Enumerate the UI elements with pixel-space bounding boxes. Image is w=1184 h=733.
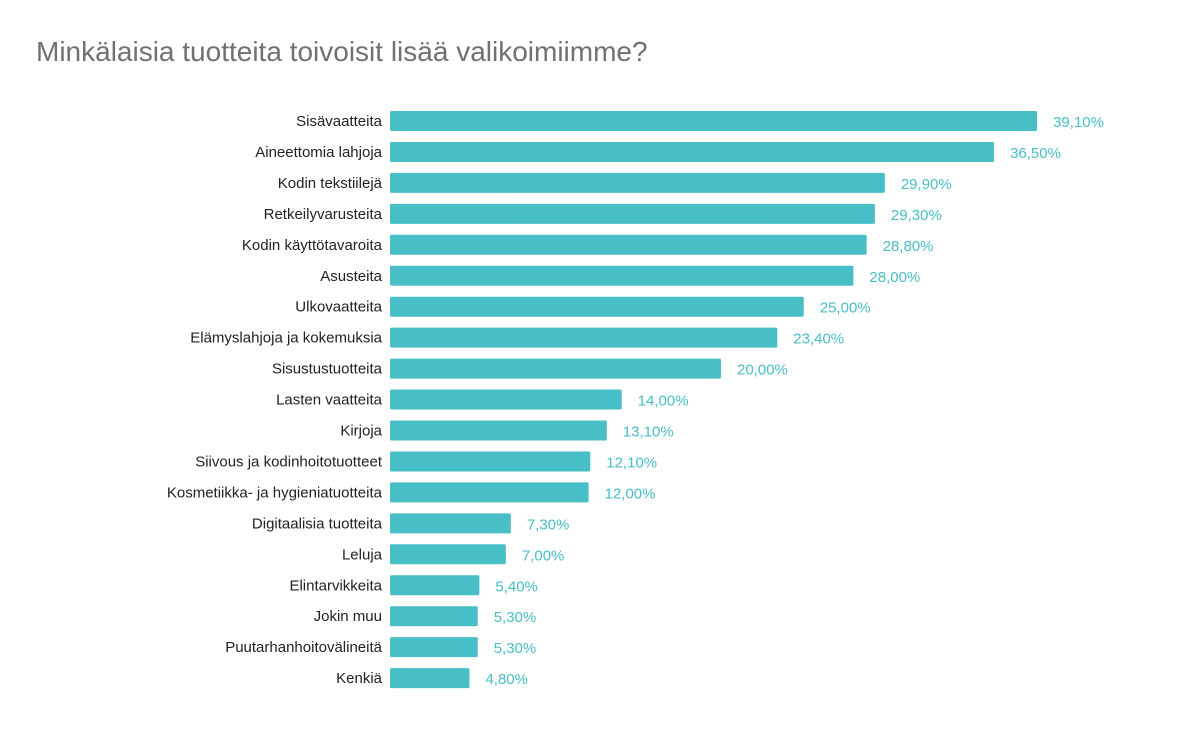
bar bbox=[390, 668, 470, 689]
bars bbox=[390, 111, 1038, 689]
data-label: 29,90% bbox=[901, 176, 952, 193]
bar bbox=[390, 141, 995, 162]
bar bbox=[390, 296, 804, 317]
category-label: Kodin tekstiilejä bbox=[278, 175, 383, 192]
bar bbox=[390, 358, 721, 379]
data-label: 13,10% bbox=[623, 424, 674, 441]
value-labels: 39,10% 36,50% 29,90% 29,30% 28,80% 28,00% 25,0… bbox=[485, 114, 1104, 688]
data-label: 4,80% bbox=[485, 671, 528, 688]
data-label: 12,00% bbox=[605, 485, 656, 502]
category-labels: Sisävaatteita Aineettomia lahjoja Kodin te… bbox=[167, 113, 383, 687]
category-label: Puutarhanhoitovälineitä bbox=[225, 639, 382, 656]
bar bbox=[390, 111, 1038, 131]
bar bbox=[390, 172, 885, 193]
category-label: Leluja bbox=[342, 546, 383, 563]
category-label: Elintarvikkeita bbox=[289, 577, 382, 594]
data-label: 39,10% bbox=[1053, 114, 1104, 131]
category-label: Kosmetiikka- ja hygieniatuotteita bbox=[167, 484, 383, 501]
category-label: Retkeilyvarusteita bbox=[264, 206, 383, 223]
bar bbox=[390, 513, 511, 534]
category-label: Ulkovaatteita bbox=[295, 299, 382, 316]
bar bbox=[390, 234, 867, 255]
data-label: 28,00% bbox=[869, 269, 920, 286]
data-label: 14,00% bbox=[638, 393, 689, 410]
category-label: Asusteita bbox=[320, 268, 382, 285]
category-label: Siivous ja kodinhoitotuotteet bbox=[195, 453, 383, 470]
data-label: 5,30% bbox=[494, 640, 537, 657]
category-label: Sisustustuotteita bbox=[272, 361, 383, 378]
data-label: 28,80% bbox=[883, 238, 934, 255]
data-label: 29,30% bbox=[891, 207, 942, 224]
bar bbox=[390, 575, 480, 596]
category-label: Kenkiä bbox=[336, 670, 383, 687]
data-label: 7,30% bbox=[527, 516, 570, 533]
data-label: 7,00% bbox=[522, 547, 565, 564]
bar bbox=[390, 420, 607, 441]
bar bbox=[390, 606, 478, 627]
chart-title: Minkälaisia tuotteita toivoisit lisää va… bbox=[36, 36, 648, 67]
data-label: 20,00% bbox=[737, 362, 788, 379]
category-label: Digitaalisia tuotteita bbox=[252, 515, 383, 532]
bar bbox=[390, 265, 854, 286]
bar bbox=[390, 482, 589, 503]
bar bbox=[390, 637, 478, 658]
category-label: Jokin muu bbox=[314, 608, 382, 625]
data-label: 23,40% bbox=[793, 331, 844, 348]
bar bbox=[390, 544, 506, 565]
bar bbox=[390, 389, 622, 410]
data-label: 5,30% bbox=[494, 609, 537, 626]
bar bbox=[390, 327, 778, 348]
category-label: Aineettomia lahjoja bbox=[255, 144, 382, 161]
data-label: 12,10% bbox=[606, 454, 657, 471]
category-label: Lasten vaatteita bbox=[276, 392, 383, 409]
category-label: Elämyslahjoja ja kokemuksia bbox=[190, 330, 382, 347]
category-label: Kirjoja bbox=[340, 423, 382, 440]
data-label: 5,40% bbox=[495, 578, 538, 595]
category-label: Kodin käyttötavaroita bbox=[242, 237, 383, 254]
data-label: 36,50% bbox=[1010, 145, 1061, 162]
data-label: 25,00% bbox=[820, 300, 871, 317]
category-label: Sisävaatteita bbox=[296, 113, 383, 130]
bar bbox=[390, 451, 591, 472]
bar bbox=[390, 203, 875, 224]
